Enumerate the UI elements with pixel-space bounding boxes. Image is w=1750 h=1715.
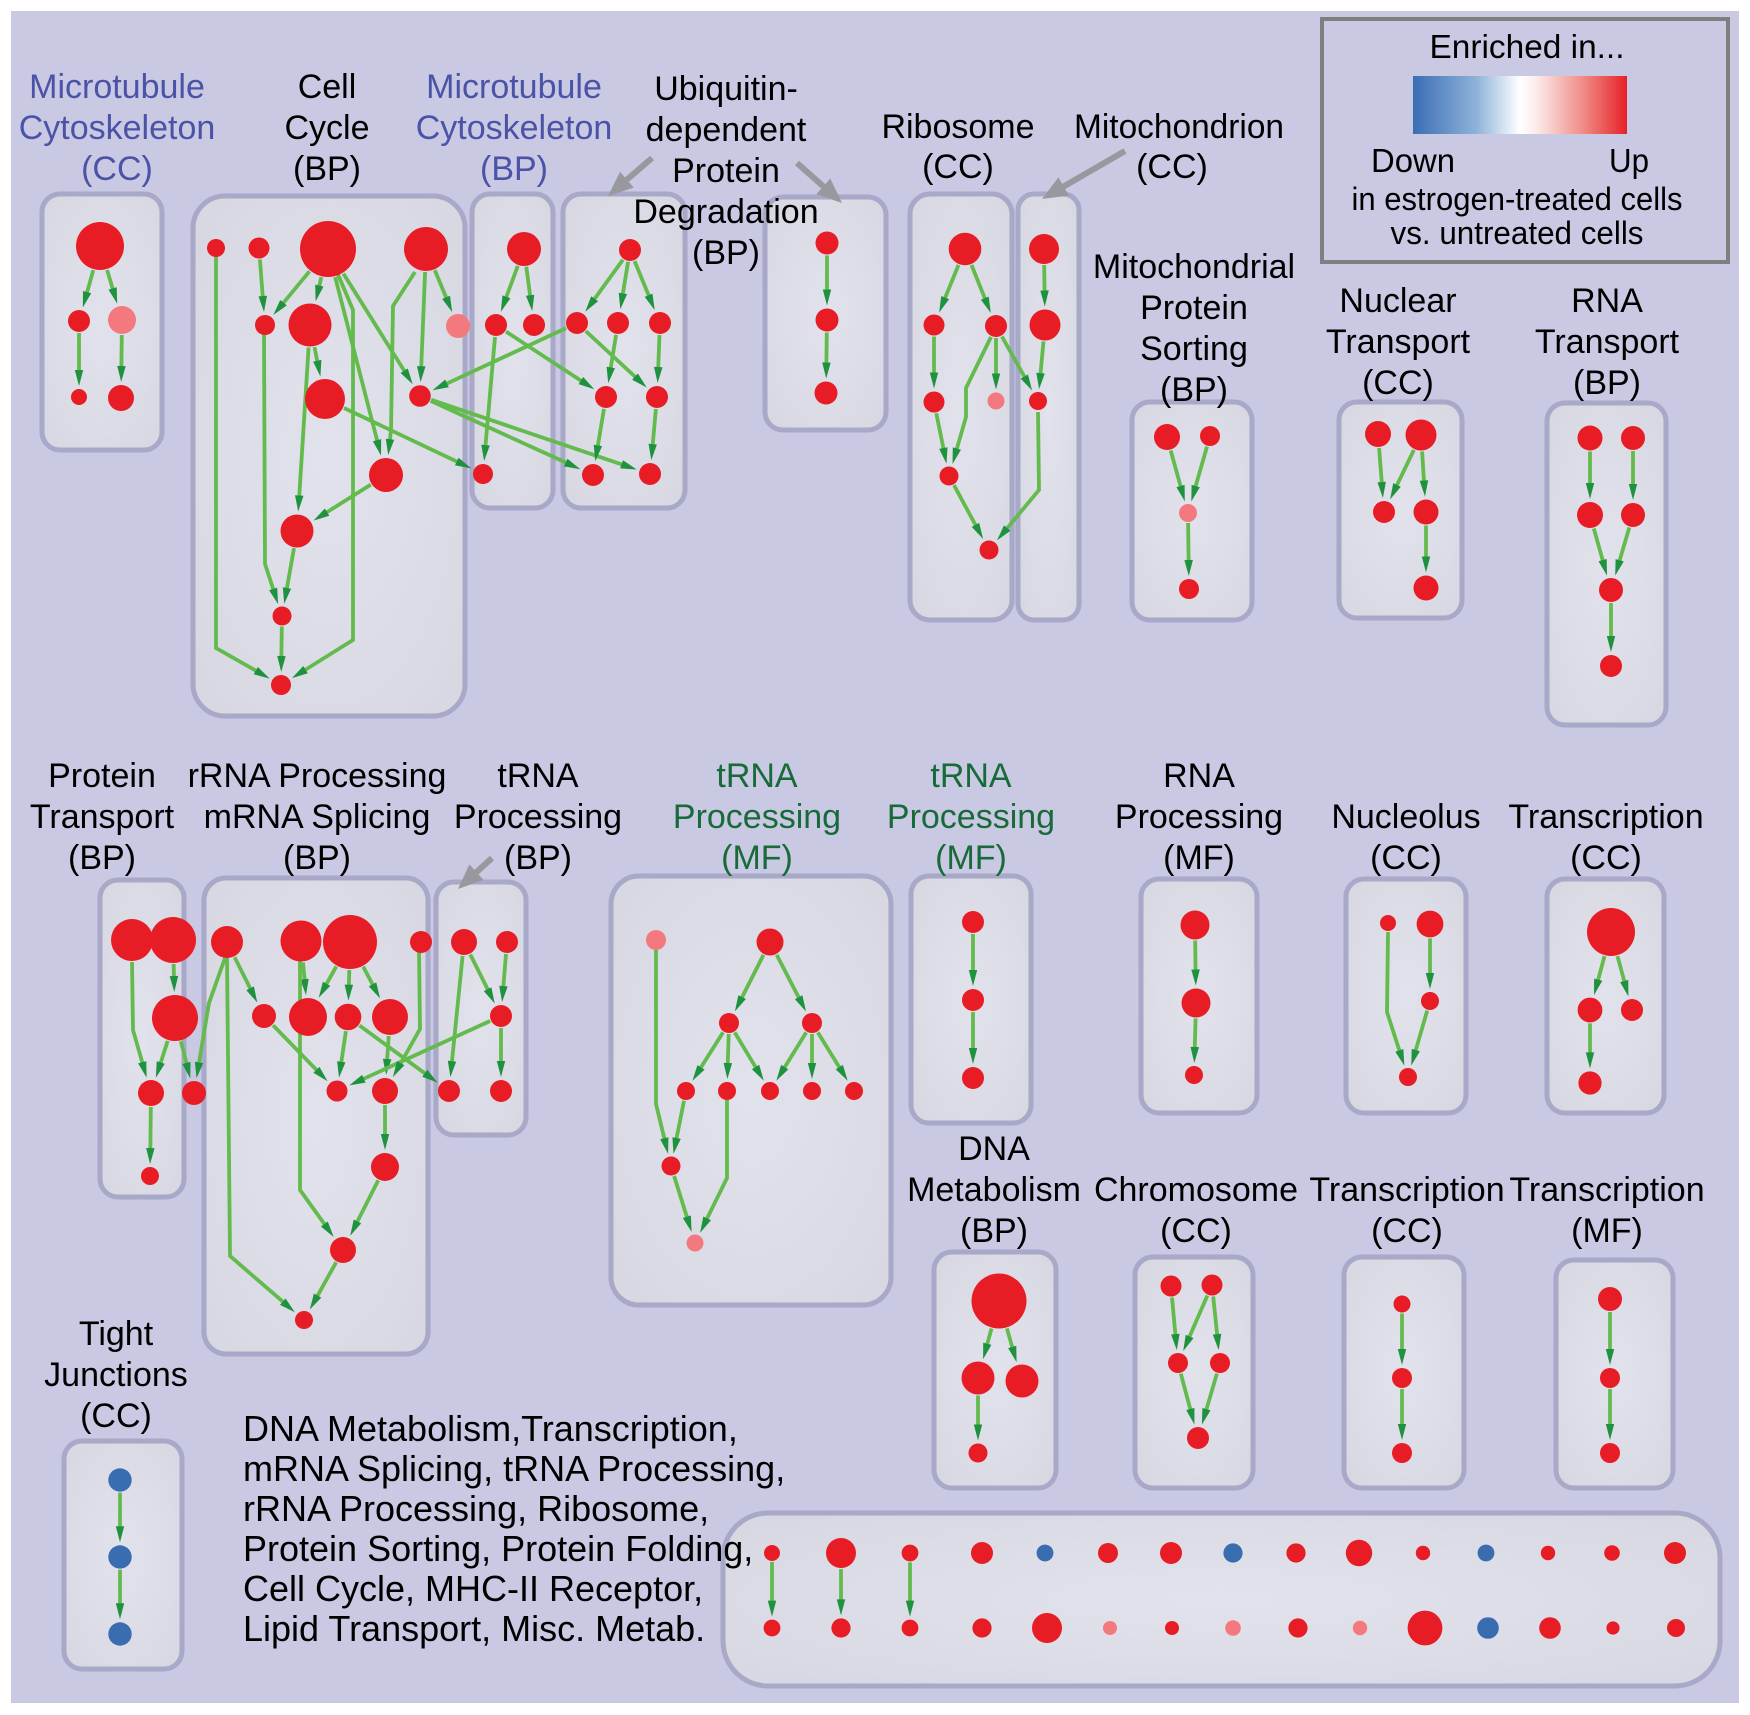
- svg-text:(BP): (BP): [504, 839, 572, 877]
- svg-text:mRNA Splicing: mRNA Splicing: [204, 798, 431, 836]
- svg-text:Processing: Processing: [454, 798, 622, 836]
- svg-text:Ubiquitin-: Ubiquitin-: [654, 70, 798, 108]
- svg-text:Protein Sorting, Protein Foldi: Protein Sorting, Protein Folding,: [243, 1528, 753, 1569]
- svg-text:Nucleolus: Nucleolus: [1331, 798, 1480, 836]
- svg-text:Ribosome: Ribosome: [881, 108, 1034, 146]
- svg-text:(CC): (CC): [1160, 1212, 1232, 1250]
- svg-text:(BP): (BP): [283, 839, 351, 877]
- svg-text:rRNA Processing, Ribosome,: rRNA Processing, Ribosome,: [243, 1488, 709, 1529]
- svg-text:Nuclear: Nuclear: [1339, 282, 1456, 320]
- svg-text:Metabolism: Metabolism: [907, 1171, 1081, 1209]
- svg-text:Mitochondrial: Mitochondrial: [1093, 248, 1295, 286]
- svg-text:(BP): (BP): [480, 150, 548, 188]
- svg-text:Transport: Transport: [1535, 323, 1680, 361]
- svg-text:Junctions: Junctions: [44, 1356, 188, 1394]
- svg-text:(BP): (BP): [692, 234, 760, 272]
- svg-text:Transcription: Transcription: [1508, 798, 1703, 836]
- svg-text:(BP): (BP): [1160, 371, 1228, 409]
- svg-text:Protein: Protein: [48, 757, 156, 795]
- svg-text:Processing: Processing: [887, 798, 1055, 836]
- svg-text:Cell: Cell: [298, 68, 357, 106]
- svg-text:Microtubule: Microtubule: [426, 68, 602, 106]
- svg-text:Cytoskeleton: Cytoskeleton: [416, 109, 613, 147]
- svg-text:Tight: Tight: [79, 1315, 154, 1353]
- svg-text:RNA: RNA: [1163, 757, 1235, 795]
- svg-text:Up: Up: [1609, 142, 1649, 179]
- svg-text:DNA: DNA: [958, 1130, 1030, 1168]
- svg-text:Lipid Transport, Misc. Metab.: Lipid Transport, Misc. Metab.: [243, 1608, 705, 1649]
- svg-text:RNA: RNA: [1571, 282, 1643, 320]
- svg-text:DNA Metabolism,Transcription,: DNA Metabolism,Transcription,: [243, 1408, 738, 1449]
- svg-text:Processing: Processing: [1115, 798, 1283, 836]
- svg-text:mRNA Splicing, tRNA Processing: mRNA Splicing, tRNA Processing,: [243, 1448, 785, 1489]
- svg-text:(CC): (CC): [1371, 1212, 1443, 1250]
- svg-text:Transcription: Transcription: [1309, 1171, 1504, 1209]
- svg-text:Transport: Transport: [30, 798, 175, 836]
- svg-text:(CC): (CC): [1570, 839, 1642, 877]
- svg-text:Sorting: Sorting: [1140, 330, 1248, 368]
- svg-text:tRNA: tRNA: [930, 757, 1012, 795]
- svg-text:vs. untreated cells: vs. untreated cells: [1391, 215, 1644, 251]
- svg-text:(BP): (BP): [960, 1212, 1028, 1250]
- svg-text:Transcription: Transcription: [1509, 1171, 1704, 1209]
- svg-text:Protein: Protein: [672, 152, 780, 190]
- svg-text:(CC): (CC): [81, 150, 153, 188]
- svg-text:Down: Down: [1371, 142, 1455, 179]
- svg-text:(BP): (BP): [293, 150, 361, 188]
- svg-text:Protein: Protein: [1140, 289, 1248, 327]
- svg-text:Mitochondrion: Mitochondrion: [1074, 108, 1284, 146]
- svg-text:Cell Cycle, MHC-II Receptor,: Cell Cycle, MHC-II Receptor,: [243, 1568, 703, 1609]
- svg-text:Cytoskeleton: Cytoskeleton: [19, 109, 216, 147]
- svg-text:tRNA: tRNA: [716, 757, 798, 795]
- svg-text:(BP): (BP): [1573, 364, 1641, 402]
- svg-text:Transport: Transport: [1326, 323, 1471, 361]
- svg-text:Processing: Processing: [673, 798, 841, 836]
- svg-text:(CC): (CC): [1136, 148, 1208, 186]
- svg-text:(MF): (MF): [721, 839, 793, 877]
- svg-text:(MF): (MF): [935, 839, 1007, 877]
- svg-text:(CC): (CC): [80, 1397, 152, 1435]
- svg-text:dependent: dependent: [646, 111, 807, 149]
- svg-text:(CC): (CC): [1370, 839, 1442, 877]
- svg-text:(MF): (MF): [1571, 1212, 1643, 1250]
- svg-text:(CC): (CC): [1362, 364, 1434, 402]
- svg-text:Cycle: Cycle: [284, 109, 369, 147]
- svg-text:(MF): (MF): [1163, 839, 1235, 877]
- svg-text:tRNA: tRNA: [497, 757, 579, 795]
- svg-text:(BP): (BP): [68, 839, 136, 877]
- svg-text:Microtubule: Microtubule: [29, 68, 205, 106]
- svg-text:Enriched in...: Enriched in...: [1430, 28, 1625, 65]
- svg-text:(CC): (CC): [922, 148, 994, 186]
- svg-text:in estrogen-treated cells: in estrogen-treated cells: [1352, 181, 1683, 217]
- svg-text:Chromosome: Chromosome: [1094, 1171, 1298, 1209]
- svg-text:rRNA Processing: rRNA Processing: [188, 757, 447, 795]
- svg-text:Degradation: Degradation: [633, 193, 818, 231]
